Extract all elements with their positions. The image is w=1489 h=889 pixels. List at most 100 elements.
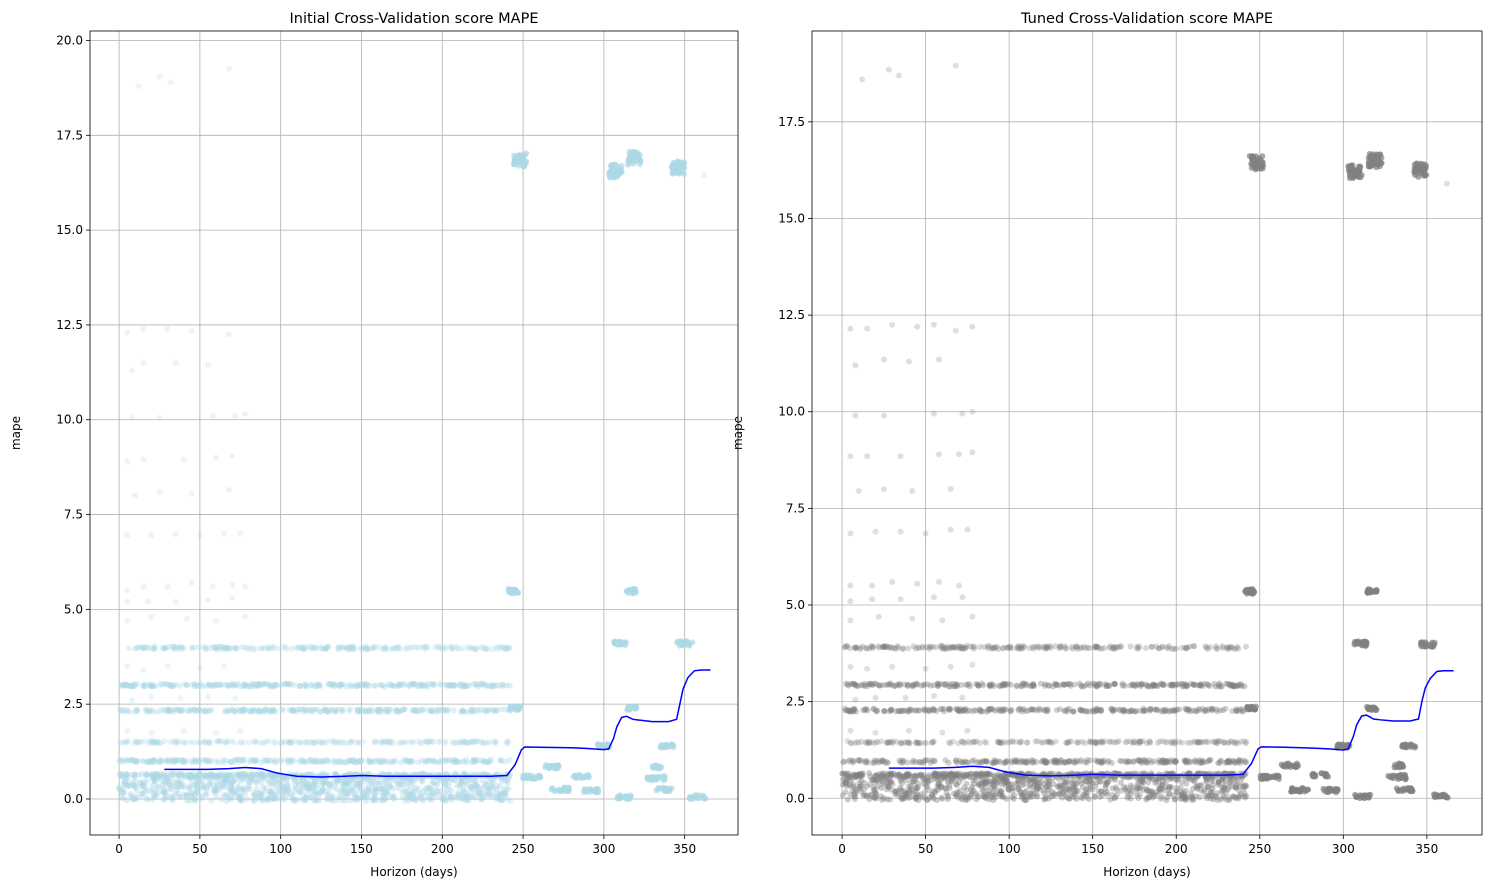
scatter-point — [935, 578, 942, 585]
scatter-point — [285, 786, 292, 793]
scatter-point — [166, 780, 173, 787]
y-tick-label: 15.0 — [56, 223, 83, 237]
scatter-point — [947, 663, 954, 670]
scatter-point — [345, 781, 352, 788]
scatter-point — [405, 791, 412, 798]
scatter-point — [196, 771, 203, 778]
scatter-point — [237, 739, 244, 746]
scatter-point — [460, 787, 467, 794]
scatter-point — [253, 778, 260, 785]
scatter-point — [307, 759, 314, 766]
scatter-point — [408, 792, 415, 799]
scatter-point — [162, 773, 169, 780]
scatter-point — [342, 791, 349, 798]
scatter-point — [144, 770, 151, 777]
scatter-point — [230, 777, 237, 784]
scatter-point — [889, 578, 896, 585]
scatter-point — [502, 778, 509, 785]
scatter-point — [409, 739, 416, 746]
scatter-point — [119, 773, 126, 780]
scatter-point — [139, 757, 146, 764]
scatter-point — [154, 770, 161, 777]
scatter-point — [335, 759, 342, 766]
scatter-point — [404, 783, 411, 790]
scatter-point — [154, 789, 161, 796]
scatter-point — [1235, 758, 1242, 765]
scatter-point — [463, 793, 470, 800]
scatter-point — [464, 792, 471, 799]
scatter-point — [334, 779, 341, 786]
scatter-point — [271, 791, 278, 798]
scatter-point — [145, 759, 152, 766]
scatter-point — [273, 776, 280, 783]
scatter-point — [409, 795, 416, 802]
scatter-point — [470, 756, 477, 763]
scatter-point — [148, 532, 155, 539]
scatter-point — [239, 757, 246, 764]
scatter-point — [322, 771, 329, 778]
scatter-point — [1003, 757, 1010, 764]
scatter-point — [1041, 757, 1048, 764]
scatter-point — [490, 646, 497, 653]
scatter-point — [171, 758, 178, 765]
scatter-point — [203, 791, 210, 798]
scatter-point — [847, 739, 854, 746]
scatter-point — [429, 708, 436, 715]
scatter-point — [484, 759, 491, 766]
scatter-point — [403, 757, 410, 764]
scatter-point — [228, 786, 235, 793]
scatter-point — [852, 793, 859, 800]
scatter-point — [482, 781, 489, 788]
scatter-point — [273, 778, 280, 785]
scatter-point — [191, 796, 198, 803]
scatter-point — [489, 779, 496, 786]
scatter-point — [169, 756, 176, 763]
scatter-point — [476, 789, 483, 796]
scatter-point — [166, 781, 173, 788]
scatter-point — [1091, 794, 1098, 801]
scatter-point — [419, 777, 426, 784]
scatter-point — [503, 795, 510, 802]
scatter-point — [224, 773, 231, 780]
scatter-point — [1065, 758, 1072, 765]
scatter-point — [1176, 738, 1183, 745]
scatter-point — [140, 778, 147, 785]
scatter-point — [847, 727, 854, 734]
scatter-point — [385, 759, 392, 766]
scatter-point — [227, 786, 234, 793]
scatter-point — [237, 772, 244, 779]
scatter-point — [498, 797, 505, 804]
scatter-point — [207, 771, 214, 778]
scatter-point — [192, 774, 199, 781]
scatter-point — [231, 777, 238, 784]
scatter-point — [864, 783, 871, 790]
scatter-point — [410, 758, 416, 765]
scatter-point — [252, 771, 259, 778]
scatter-point — [378, 788, 385, 795]
scatter-point — [231, 789, 238, 796]
scatter-point — [260, 757, 267, 764]
scatter-point — [284, 783, 291, 790]
scatter-point — [160, 789, 167, 796]
scatter-point — [279, 707, 286, 714]
scatter-point — [420, 797, 427, 804]
scatter-point — [622, 794, 629, 801]
scatter-point — [417, 770, 424, 777]
scatter-point — [527, 772, 534, 779]
scatter-point — [442, 797, 449, 804]
scatter-point — [930, 739, 937, 746]
scatter-point — [124, 782, 131, 789]
scatter-point — [381, 785, 388, 792]
scatter-point — [169, 775, 176, 782]
scatter-point — [186, 772, 193, 779]
y-tick-label: 7.5 — [64, 508, 83, 522]
scatter-point — [172, 531, 179, 538]
scatter-point — [150, 643, 157, 650]
scatter-point — [173, 786, 180, 793]
scatter-point — [191, 792, 198, 799]
scatter-point — [206, 757, 213, 764]
scatter-point — [341, 777, 348, 784]
scatter-point — [983, 780, 990, 787]
scatter-point — [116, 757, 123, 764]
scatter-point — [429, 791, 436, 798]
